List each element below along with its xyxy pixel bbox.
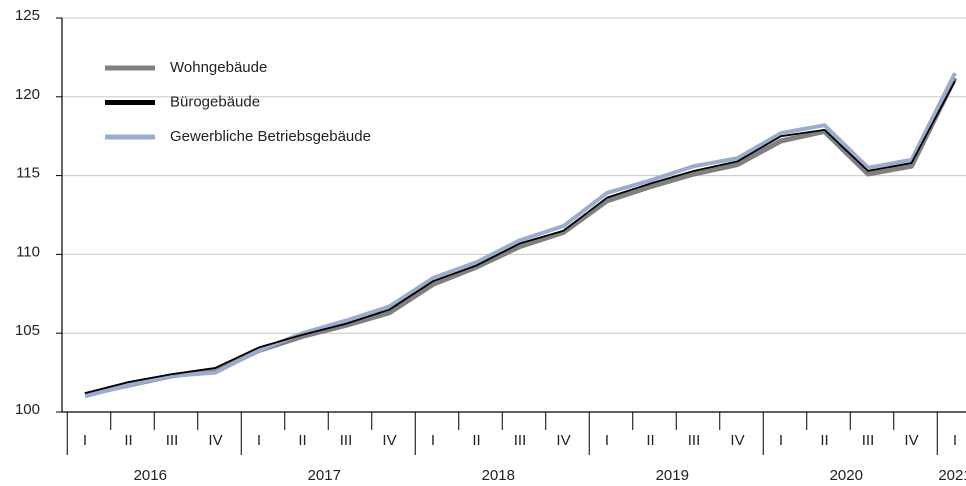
line-series	[84, 72, 957, 399]
x-tick-label: IV	[556, 432, 570, 449]
year-label: 2018	[482, 467, 515, 484]
x-tick-label: I	[431, 432, 435, 449]
year-label: 2016	[134, 467, 167, 484]
x-tick-label: II	[646, 432, 654, 449]
y-tick-label: 120	[15, 86, 40, 103]
year-label: 2017	[308, 467, 341, 484]
x-tick-label: I	[779, 432, 783, 449]
x-tick-label: III	[862, 432, 875, 449]
x-tick-label: III	[688, 432, 701, 449]
x-tick-label: I	[953, 432, 957, 449]
legend-label: Bürogebäude	[170, 93, 260, 110]
x-tick-label: I	[83, 432, 87, 449]
y-tick-label: 110	[16, 243, 40, 260]
legend-label: Wohngebäude	[170, 59, 267, 76]
x-tick-label: II	[820, 432, 828, 449]
line-series	[84, 80, 956, 394]
x-tick-label: I	[257, 432, 261, 449]
x-tick-label: III	[166, 432, 179, 449]
y-tick-label: 125	[15, 7, 40, 24]
x-tick-label: I	[605, 432, 609, 449]
x-tick-label: III	[340, 432, 353, 449]
year-label: 2020	[830, 467, 863, 484]
x-tick-label: IV	[904, 432, 918, 449]
legend-label: Gewerbliche Betriebsgebäude	[170, 128, 371, 145]
y-tick-label: 100	[15, 401, 40, 418]
y-tick-label: 105	[15, 322, 40, 339]
y-tick-label: 115	[16, 165, 40, 182]
x-tick-label: IV	[208, 432, 222, 449]
x-tick-label: II	[472, 432, 480, 449]
x-tick-label: IV	[382, 432, 396, 449]
x-tick-label: IV	[730, 432, 744, 449]
year-label: 2021	[938, 467, 966, 484]
x-tick-label: III	[514, 432, 527, 449]
x-tick-label: II	[298, 432, 306, 449]
x-tick-label: II	[124, 432, 132, 449]
year-label: 2019	[656, 467, 689, 484]
